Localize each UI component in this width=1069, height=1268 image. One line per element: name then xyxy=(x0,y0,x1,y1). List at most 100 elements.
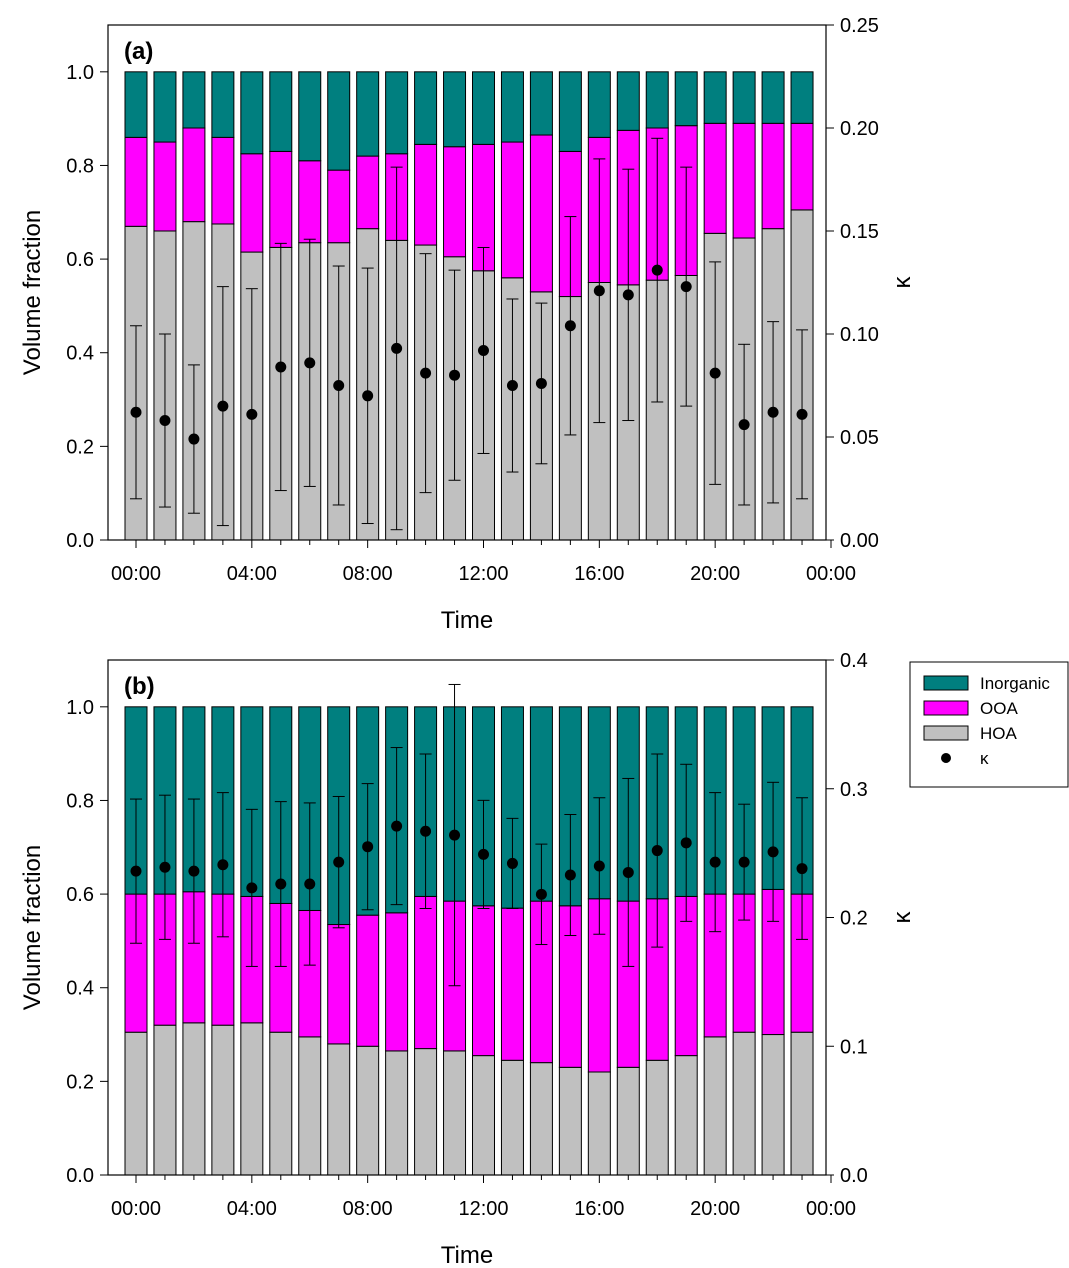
kappa-point-4 xyxy=(246,882,258,894)
kappa-point-18 xyxy=(651,264,663,276)
bar-hoa-4 xyxy=(240,1022,264,1176)
bar-hoa-12 xyxy=(471,1055,495,1176)
bar-hoa-13 xyxy=(500,1059,524,1176)
x-tick-label: 00:00 xyxy=(111,563,161,585)
panel-label: (a) xyxy=(124,38,153,65)
bar-hoa-15 xyxy=(558,1066,582,1176)
y2-tick-label: 0.10 xyxy=(840,324,879,346)
bar-hoa-1 xyxy=(153,1024,177,1176)
legend-marker-3 xyxy=(941,753,951,763)
kappa-point-8 xyxy=(362,390,374,402)
x-axis-label: Time xyxy=(441,607,493,634)
bar-ooa-10 xyxy=(414,143,438,246)
bar-inorganic-22 xyxy=(761,71,785,124)
kappa-point-20 xyxy=(709,367,721,379)
bar-ooa-23 xyxy=(790,122,814,211)
y-tick-label: 1.0 xyxy=(66,62,94,84)
panel-b: 0.0 0.2 0.4 0.6 0.8 1.0 0.0 0.1 0.2 0.3 0.4 00:00 04… xyxy=(19,650,916,1268)
kappa-point-0 xyxy=(130,865,142,877)
bar-inorganic-4 xyxy=(240,71,264,155)
bar-ooa-21 xyxy=(732,122,756,239)
y-tick-label: 0.6 xyxy=(66,884,94,906)
x-tick-label: 00:00 xyxy=(111,1198,161,1220)
bar-inorganic-2 xyxy=(182,71,206,129)
bar-hoa-2 xyxy=(182,1022,206,1176)
bar-hoa-18 xyxy=(645,1059,669,1176)
bar-ooa-8 xyxy=(356,914,380,1047)
x-tick-label: 00:00 xyxy=(806,563,856,585)
y-tick-label: 1.0 xyxy=(66,697,94,719)
bar-ooa-5 xyxy=(269,150,293,248)
x-tick-label: 04:00 xyxy=(227,1198,277,1220)
legend-label-0: Inorganic xyxy=(980,674,1050,693)
y-tick-label: 0.0 xyxy=(66,530,94,552)
kappa-point-19 xyxy=(680,837,692,849)
y2-tick-label: 0.0 xyxy=(840,1165,868,1187)
kappa-point-11 xyxy=(449,369,461,381)
bar-ooa-14 xyxy=(529,134,553,293)
bar-hoa-21 xyxy=(732,1031,756,1176)
y-tick-label: 0.0 xyxy=(66,1165,94,1187)
bar-hoa-7 xyxy=(327,1043,351,1176)
kappa-point-13 xyxy=(506,857,518,869)
bar-hoa-20 xyxy=(703,1036,727,1176)
kappa-point-23 xyxy=(796,408,808,420)
x-tick-label: 00:00 xyxy=(806,1198,856,1220)
y2-axis-label: κ xyxy=(889,911,916,924)
x-tick-label: 16:00 xyxy=(574,1198,624,1220)
x-axis-label: Time xyxy=(441,1242,493,1268)
bar-hoa-6 xyxy=(298,1036,322,1176)
bar-inorganic-17 xyxy=(616,71,640,131)
y2-tick-label: 0.4 xyxy=(840,650,868,672)
kappa-point-21 xyxy=(738,419,750,431)
kappa-point-17 xyxy=(622,866,634,878)
bar-hoa-22 xyxy=(761,1034,785,1176)
bar-hoa-23 xyxy=(790,1031,814,1176)
kappa-point-14 xyxy=(535,888,547,900)
kappa-point-8 xyxy=(362,841,374,853)
y2-tick-label: 0.20 xyxy=(840,118,879,140)
bar-hoa-10 xyxy=(414,1048,438,1176)
bar-ooa-4 xyxy=(240,153,264,253)
kappa-point-1 xyxy=(159,861,171,873)
y2-tick-label: 0.2 xyxy=(840,908,868,930)
bar-inorganic-11 xyxy=(443,71,467,148)
bar-inorganic-6 xyxy=(298,71,322,162)
y-tick-label: 0.2 xyxy=(66,436,94,458)
bar-inorganic-5 xyxy=(269,71,293,152)
kappa-point-1 xyxy=(159,415,171,427)
kappa-point-19 xyxy=(680,281,692,293)
legend: Inorganic OOA HOA κ xyxy=(909,661,1069,788)
bar-hoa-5 xyxy=(269,1031,293,1176)
bar-ooa-22 xyxy=(761,122,785,230)
bar-hoa-0 xyxy=(124,1031,148,1176)
x-tick-label: 12:00 xyxy=(458,563,508,585)
bar-ooa-11 xyxy=(443,146,467,258)
kappa-point-15 xyxy=(564,869,576,881)
kappa-point-22 xyxy=(767,846,779,858)
kappa-point-12 xyxy=(477,848,489,860)
y2-tick-label: 0.15 xyxy=(840,221,879,243)
kappa-point-4 xyxy=(246,408,258,420)
y-tick-label: 0.4 xyxy=(66,978,94,1000)
kappa-point-2 xyxy=(188,433,200,445)
panel-label: (b) xyxy=(124,673,155,700)
bar-ooa-10 xyxy=(414,895,438,1050)
y-tick-label: 0.2 xyxy=(66,1071,94,1093)
bar-ooa-7 xyxy=(327,169,351,244)
legend-label-1: OOA xyxy=(980,699,1018,718)
bar-inorganic-16 xyxy=(587,71,611,138)
y-tick-label: 0.8 xyxy=(66,155,94,177)
y-axis-label: Volume fraction xyxy=(19,210,46,375)
kappa-point-23 xyxy=(796,863,808,875)
bar-inorganic-20 xyxy=(703,71,727,124)
y-tick-label: 0.6 xyxy=(66,249,94,271)
y-tick-label: 0.8 xyxy=(66,790,94,812)
bar-inorganic-15 xyxy=(558,71,582,152)
kappa-point-9 xyxy=(391,820,403,832)
kappa-point-13 xyxy=(506,380,518,391)
kappa-point-16 xyxy=(593,860,605,872)
panel-a: 0.0 0.2 0.4 0.6 0.8 1.0 0.00 0.05 0.10 0.15 0.20 0.… xyxy=(19,15,916,634)
bar-ooa-6 xyxy=(298,160,322,244)
bar-hoa-14 xyxy=(529,1062,553,1176)
